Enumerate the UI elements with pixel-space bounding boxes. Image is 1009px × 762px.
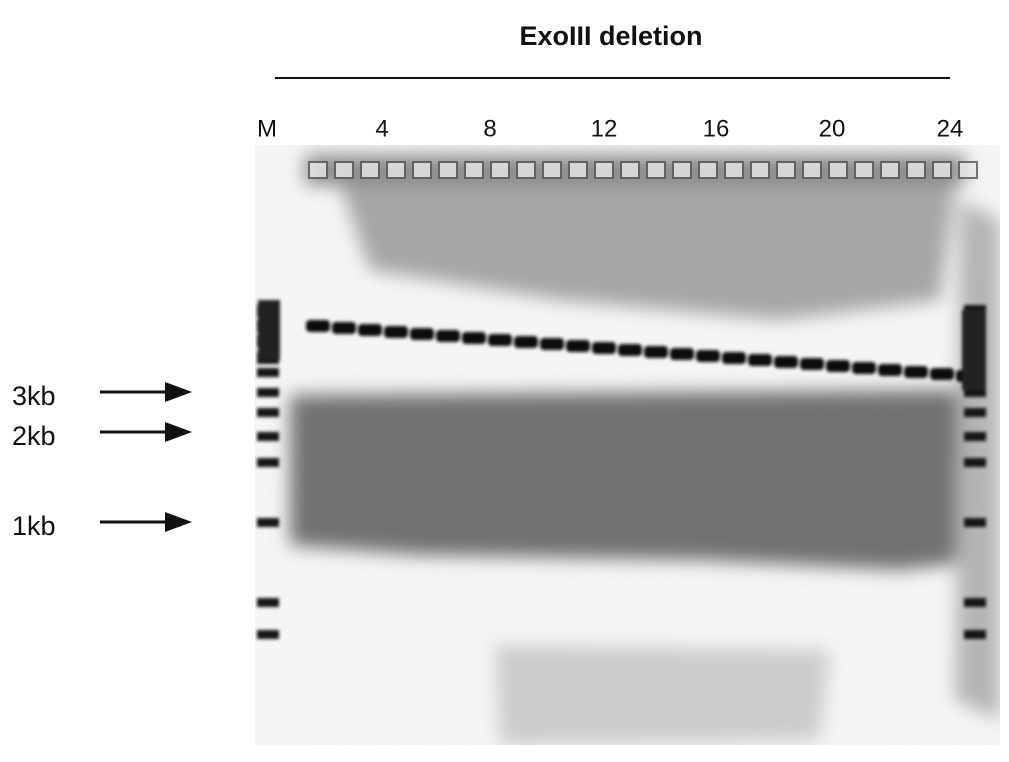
size-markers: 3kb 2kb 1kb (12, 381, 192, 541)
well (958, 161, 978, 179)
well (724, 161, 744, 179)
well (594, 161, 614, 179)
size-label: 1kb (12, 511, 56, 541)
well (516, 161, 536, 179)
well (802, 161, 822, 179)
well (308, 161, 328, 179)
ladder-band (257, 408, 279, 417)
ladder-band (964, 598, 986, 607)
ladder-band (964, 458, 986, 467)
ladder-band (964, 432, 986, 441)
well (672, 161, 692, 179)
lane-label: 20 (819, 115, 846, 142)
ladder-band (257, 458, 279, 467)
band (358, 324, 382, 336)
well (542, 161, 562, 179)
well (568, 161, 588, 179)
well (932, 161, 952, 179)
size-label: 3kb (12, 381, 56, 411)
well (906, 161, 926, 179)
band (410, 328, 434, 340)
band (670, 348, 694, 360)
band (540, 338, 564, 350)
lane-label: 4 (375, 115, 388, 142)
band (384, 326, 408, 338)
band (878, 364, 902, 376)
size-label: 2kb (12, 421, 56, 451)
ladder-band (964, 408, 986, 417)
lane-label: M (257, 115, 277, 142)
lane-label: 12 (591, 115, 618, 142)
band (904, 366, 928, 378)
band (618, 344, 642, 356)
ladder-band (257, 368, 279, 377)
arrow-head (165, 382, 192, 402)
band (436, 330, 460, 342)
well (750, 161, 770, 179)
ladder-band (964, 388, 986, 397)
well (334, 161, 354, 179)
well (490, 161, 510, 179)
band (592, 342, 616, 354)
band (800, 358, 824, 370)
arrow-head (165, 422, 192, 442)
well (464, 161, 484, 179)
ladder-band (257, 518, 279, 527)
lane-label: 24 (937, 115, 964, 142)
marker-ladders (257, 300, 986, 639)
wells (308, 161, 978, 179)
lane-label: 16 (703, 115, 730, 142)
well (360, 161, 380, 179)
arrow-head (165, 512, 192, 532)
lane-label: 8 (483, 115, 496, 142)
band (332, 322, 356, 334)
band (566, 340, 590, 352)
well (828, 161, 848, 179)
band (852, 362, 876, 374)
ladder-band (964, 630, 986, 639)
gel (255, 145, 1000, 745)
ladder-band (257, 630, 279, 639)
well (880, 161, 900, 179)
gel-grain (255, 145, 1000, 745)
band (696, 350, 720, 362)
ladder-band (964, 518, 986, 527)
band (722, 352, 746, 364)
well (620, 161, 640, 179)
well (386, 161, 406, 179)
band (748, 354, 772, 366)
ladder-band (257, 388, 279, 397)
band (306, 320, 330, 332)
ladder-smear (258, 300, 280, 360)
ladder-smear (962, 310, 986, 390)
well (438, 161, 458, 179)
well (412, 161, 432, 179)
well (698, 161, 718, 179)
well (854, 161, 874, 179)
figure-title: ExoIII deletion (519, 21, 702, 51)
well (776, 161, 796, 179)
band (462, 332, 486, 344)
well (646, 161, 666, 179)
band (644, 346, 668, 358)
band (774, 356, 798, 368)
band (488, 334, 512, 346)
band (930, 368, 954, 380)
band (514, 336, 538, 348)
ladder-band (257, 432, 279, 441)
ladder-band (257, 598, 279, 607)
band (826, 360, 850, 372)
lane-labels: M 4 8 12 16 20 24 (257, 115, 963, 142)
